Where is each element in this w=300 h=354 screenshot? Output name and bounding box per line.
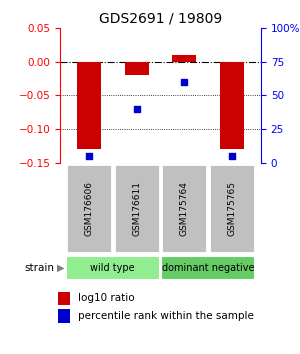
Text: ▶: ▶ [57, 263, 64, 273]
Text: GSM176606: GSM176606 [84, 181, 93, 236]
Point [86, 153, 91, 159]
Bar [77, 62, 101, 149]
Bar [58, 309, 70, 323]
Text: wild type: wild type [90, 263, 135, 273]
Bar [161, 256, 255, 280]
Bar [58, 292, 70, 305]
Point [134, 106, 139, 112]
Bar [114, 164, 160, 253]
Title: GDS2691 / 19809: GDS2691 / 19809 [99, 12, 222, 26]
Text: log10 ratio: log10 ratio [78, 293, 134, 303]
Bar [220, 62, 244, 149]
Text: strain: strain [24, 263, 54, 273]
Text: dominant negative: dominant negative [162, 263, 255, 273]
Text: GSM175764: GSM175764 [180, 181, 189, 236]
Text: GSM176611: GSM176611 [132, 181, 141, 236]
Text: GSM175765: GSM175765 [228, 181, 237, 236]
Bar [66, 256, 160, 280]
Bar [209, 164, 255, 253]
Bar [124, 62, 148, 75]
Bar [161, 164, 207, 253]
Bar [172, 55, 197, 62]
Point [230, 153, 235, 159]
Text: percentile rank within the sample: percentile rank within the sample [78, 311, 254, 321]
Bar [66, 164, 112, 253]
Point [182, 79, 187, 85]
